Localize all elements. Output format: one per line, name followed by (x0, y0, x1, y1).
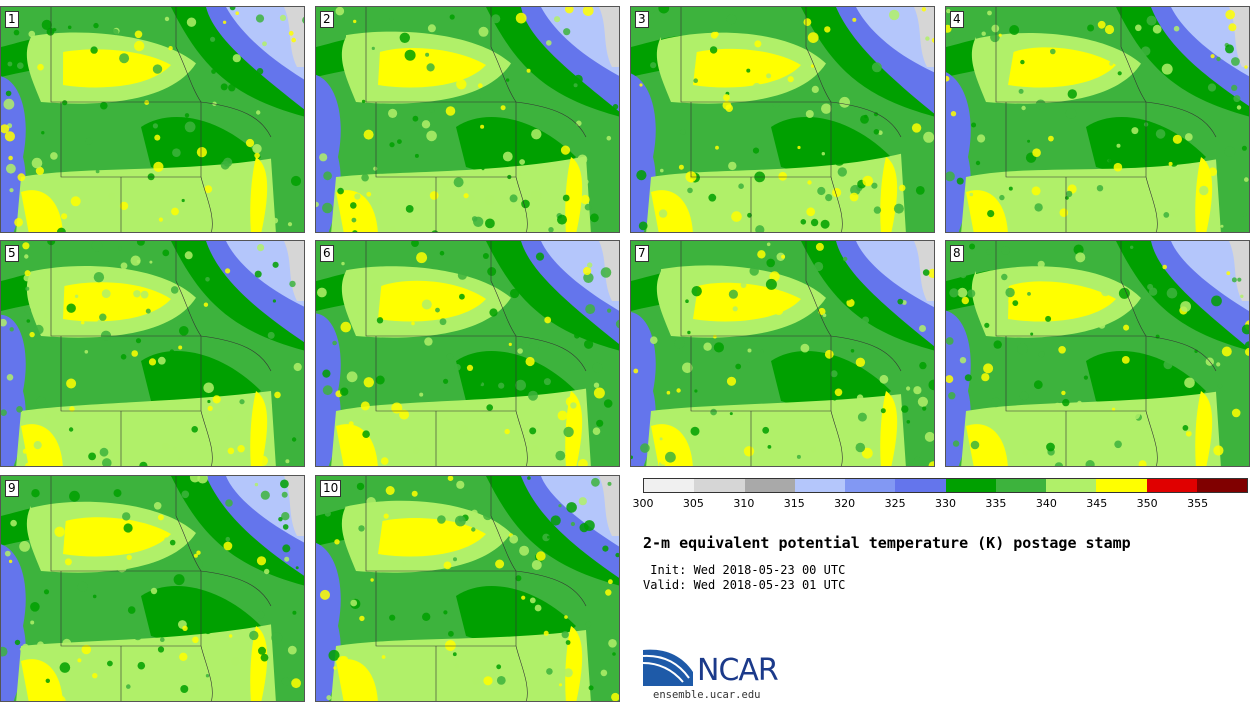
ensemble-member-panel: 4 (945, 6, 1250, 233)
colorbar-swatch (644, 479, 695, 492)
colorbar-swatch (694, 479, 745, 492)
member-number-label: 1 (5, 11, 19, 28)
member-number-label: 8 (950, 245, 964, 262)
ncar-logo-text: NCAR (697, 653, 779, 688)
colorbar-swatch (1096, 479, 1147, 492)
colorbar-swatch (744, 479, 795, 492)
ensemble-member-panel: 10 (315, 475, 620, 702)
colorbar-tick-label: 345 (1086, 497, 1108, 510)
colorbar-swatch (995, 479, 1046, 492)
colorbar-tick-label: 340 (1035, 497, 1057, 510)
website-link[interactable]: ensemble.ucar.edu (653, 689, 761, 701)
ensemble-member-panel: 9 (0, 475, 305, 702)
colorbar-tick-label: 330 (935, 497, 956, 510)
member-number-label: 3 (635, 11, 649, 28)
colorbar-tick-label: 310 (733, 497, 755, 510)
plot-title: 2-m equivalent potential temperature (K)… (643, 534, 1131, 552)
colorbar-tick-label: 305 (682, 497, 704, 510)
colorbar-tick-label: 355 (1187, 497, 1209, 510)
colorbar-swatch (895, 479, 946, 492)
member-number-label: 7 (635, 245, 649, 262)
ensemble-member-panel: 2 (315, 6, 620, 233)
colorbar-swatch (1146, 479, 1197, 492)
member-number-label: 6 (320, 245, 334, 262)
member-number-label: 9 (5, 480, 19, 497)
member-number-label: 4 (950, 11, 964, 28)
ensemble-member-panel: 1 (0, 6, 305, 233)
colorbar-tick-label: 335 (985, 497, 1007, 510)
ncar-logo-icon (643, 649, 693, 686)
colorbar (643, 478, 1248, 493)
member-number-label: 5 (5, 245, 19, 262)
colorbar-swatch (1046, 479, 1097, 492)
colorbar-swatch (1196, 479, 1247, 492)
member-number-label: 10 (320, 480, 342, 497)
colorbar-tick-label: 300 (632, 497, 654, 510)
init-time: Init: Wed 2018-05-23 00 UTC (643, 563, 846, 577)
ensemble-member-panel: 8 (945, 240, 1250, 467)
ensemble-member-panel: 6 (315, 240, 620, 467)
colorbar-swatch (845, 479, 896, 492)
valid-time: Valid: Wed 2018-05-23 01 UTC (643, 578, 846, 592)
colorbar-tick-label: 325 (884, 497, 906, 510)
colorbar-ticks: 300 305 310 315 320 325 330 335 340 345 350 355 (633, 497, 1248, 511)
ensemble-member-panel: 3 (630, 6, 935, 233)
colorbar-swatch (945, 479, 996, 492)
colorbar-swatch (794, 479, 845, 492)
colorbar-tick-label: 320 (834, 497, 856, 510)
colorbar-tick-label: 350 (1136, 497, 1158, 510)
colorbar-tick-label: 315 (783, 497, 805, 510)
ensemble-member-panel: 5 (0, 240, 305, 467)
member-number-label: 2 (320, 11, 334, 28)
ensemble-member-panel: 7 (630, 240, 935, 467)
